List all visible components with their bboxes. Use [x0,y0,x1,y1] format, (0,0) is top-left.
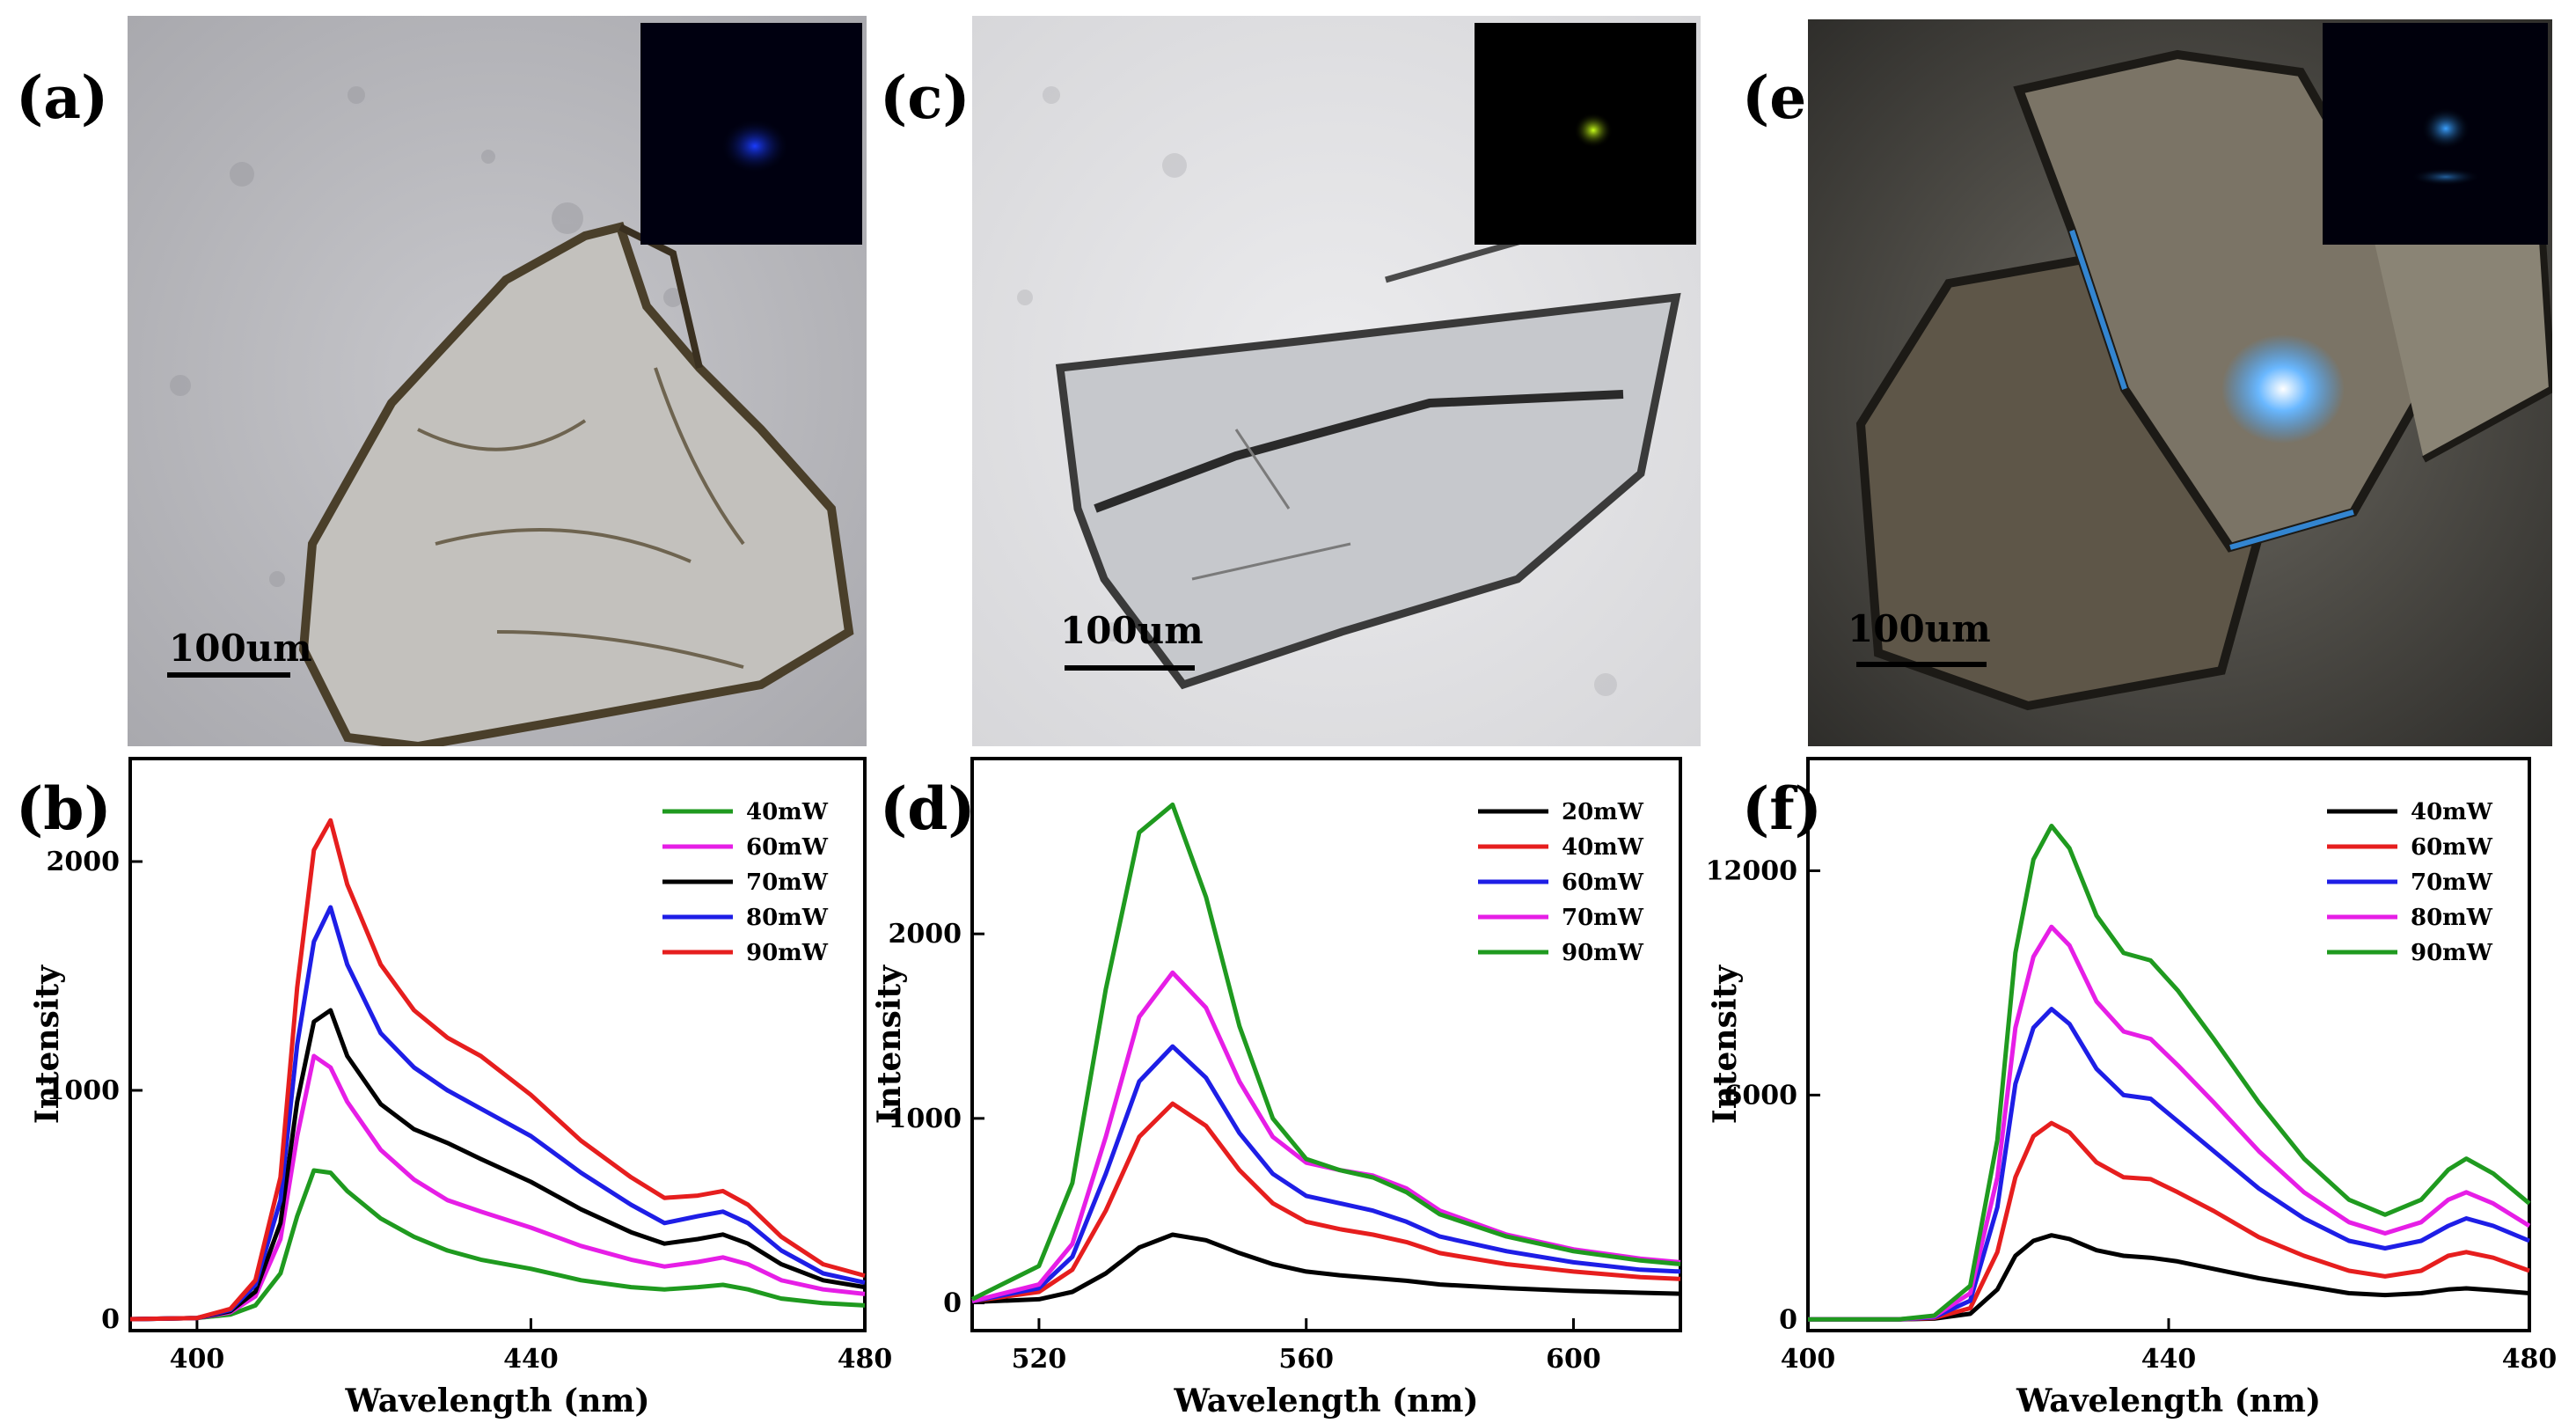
legend-label: 90mW [2411,940,2493,966]
legend-label: 70mW [1562,905,1644,931]
x-tick-label: 480 [838,1344,893,1375]
series-line-90mW [129,818,866,1322]
inset-e [2323,23,2548,245]
x-tick-label: 520 [1012,1344,1067,1375]
y-tick-label: 6000 [1724,1080,1798,1111]
panel-label-d: (d) [880,774,976,843]
series-line-20mW [971,1232,1681,1304]
y-axis-label: Intensity [871,965,908,1124]
chart-f: 400 440 480 0 6000 12000 Wavelength (nm) Intens… [1706,757,2558,1419]
y-tick-label: 1000 [889,1104,962,1134]
x-axis-label: Wavelength (nm) [1173,1383,1478,1419]
chart-d: 520 560 600 0 1000 2000 Wavelength (nm) Intensi… [871,757,1682,1419]
legend-label: 70mW [2411,869,2493,896]
x-tick-label: 560 [1278,1344,1334,1375]
legend-label: 60mW [2411,834,2493,861]
scale-label-e: 100um [1848,607,1991,650]
legend-label: 70mW [746,869,829,896]
series-line-40mW [1808,1233,2530,1322]
series-line-70mW [1808,1007,2530,1322]
series-line-90mW [1808,824,2531,1322]
chart-b: 400 440 480 0 1000 2000 Wavelength (nm) Intensi… [29,757,893,1419]
scale-bar-c [1065,665,1195,671]
x-axis-label: Wavelength (nm) [2016,1383,2321,1419]
x-tick-label: 400 [1781,1344,1836,1375]
plot-frame [128,757,867,1332]
plot-frame [970,757,1682,1332]
series-line-40mW [971,1101,1681,1303]
legend-label: 20mW [1562,799,1644,825]
series-line-80mW [1808,924,2531,1322]
inset-a [640,23,862,245]
scale-bar-e [1856,662,1987,667]
scale-label-c: 100um [1060,609,1204,652]
scale-label-a: 100um [169,627,312,670]
legend-label: 90mW [1562,940,1644,966]
y-tick-label: 2000 [889,919,962,950]
x-tick-label: 400 [170,1344,225,1375]
legend-label: 80mW [2411,905,2493,931]
x-tick-label: 440 [503,1344,559,1375]
series-line-40mW [129,1168,866,1322]
y-tick-label: 0 [943,1288,962,1319]
panel-label-a: (a) [16,63,109,132]
legend-label: 40mW [746,799,829,825]
x-tick-label: 600 [1546,1344,1601,1375]
legend-label: 40mW [1562,834,1644,861]
y-axis-label: Intensity [1707,965,1744,1124]
y-axis-label: Intensity [29,965,66,1124]
legend-label: 60mW [1562,869,1644,896]
panel-label-c: (c) [880,63,970,132]
series-line-80mW [129,905,866,1322]
legend-label: 80mW [746,905,829,931]
y-tick-label: 0 [1779,1304,1797,1335]
panel-label-b: (b) [16,774,112,843]
x-axis-label: Wavelength (nm) [344,1383,649,1419]
legend-label: 60mW [746,834,829,861]
series-line-60mW [129,1053,866,1322]
y-tick-label: 0 [101,1304,120,1335]
legend-label: 40mW [2411,799,2493,825]
scale-bar-a [167,672,290,678]
series-line-90mW [970,802,1681,1302]
x-tick-label: 480 [2502,1344,2558,1375]
legend-label: 90mW [746,940,829,966]
series-line-60mW [971,1044,1681,1303]
x-tick-label: 440 [2141,1344,2197,1375]
y-tick-label: 2000 [47,847,121,877]
y-tick-label: 1000 [47,1075,121,1106]
inset-c [1475,23,1696,245]
series-line-70mW [129,1008,866,1322]
series-line-60mW [1808,1120,2530,1322]
y-tick-label: 12000 [1706,855,1797,886]
